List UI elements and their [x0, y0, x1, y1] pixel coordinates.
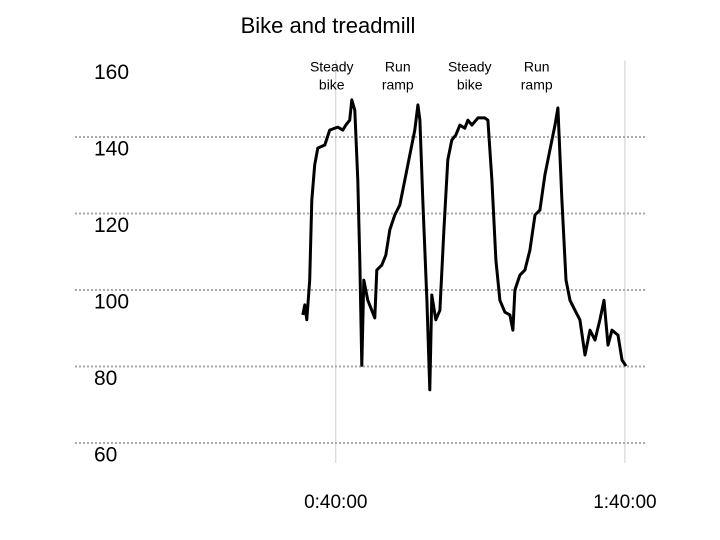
- annotation: Run: [524, 59, 550, 75]
- annotation: bike: [319, 77, 345, 93]
- line: [301, 98, 628, 392]
- y-tick-label: 60: [94, 444, 117, 467]
- y-tick-label: 100: [94, 291, 129, 314]
- annotation: Run: [385, 59, 411, 75]
- y-tick-label: 80: [94, 367, 117, 390]
- annotation: Steady: [310, 59, 354, 75]
- annotation: ramp: [521, 77, 553, 93]
- annotation: bike: [457, 77, 483, 93]
- x-tick-label: 1:40:00: [593, 492, 656, 513]
- y-tick-label: 140: [94, 138, 129, 161]
- chart-title: Bike and treadmill: [241, 13, 416, 38]
- annotation: ramp: [382, 77, 414, 93]
- x-tick-label: 0:40:00: [304, 492, 367, 513]
- y-tick-label: 160: [94, 61, 129, 84]
- annotation: Steady: [448, 59, 492, 75]
- y-tick-label: 120: [94, 214, 129, 237]
